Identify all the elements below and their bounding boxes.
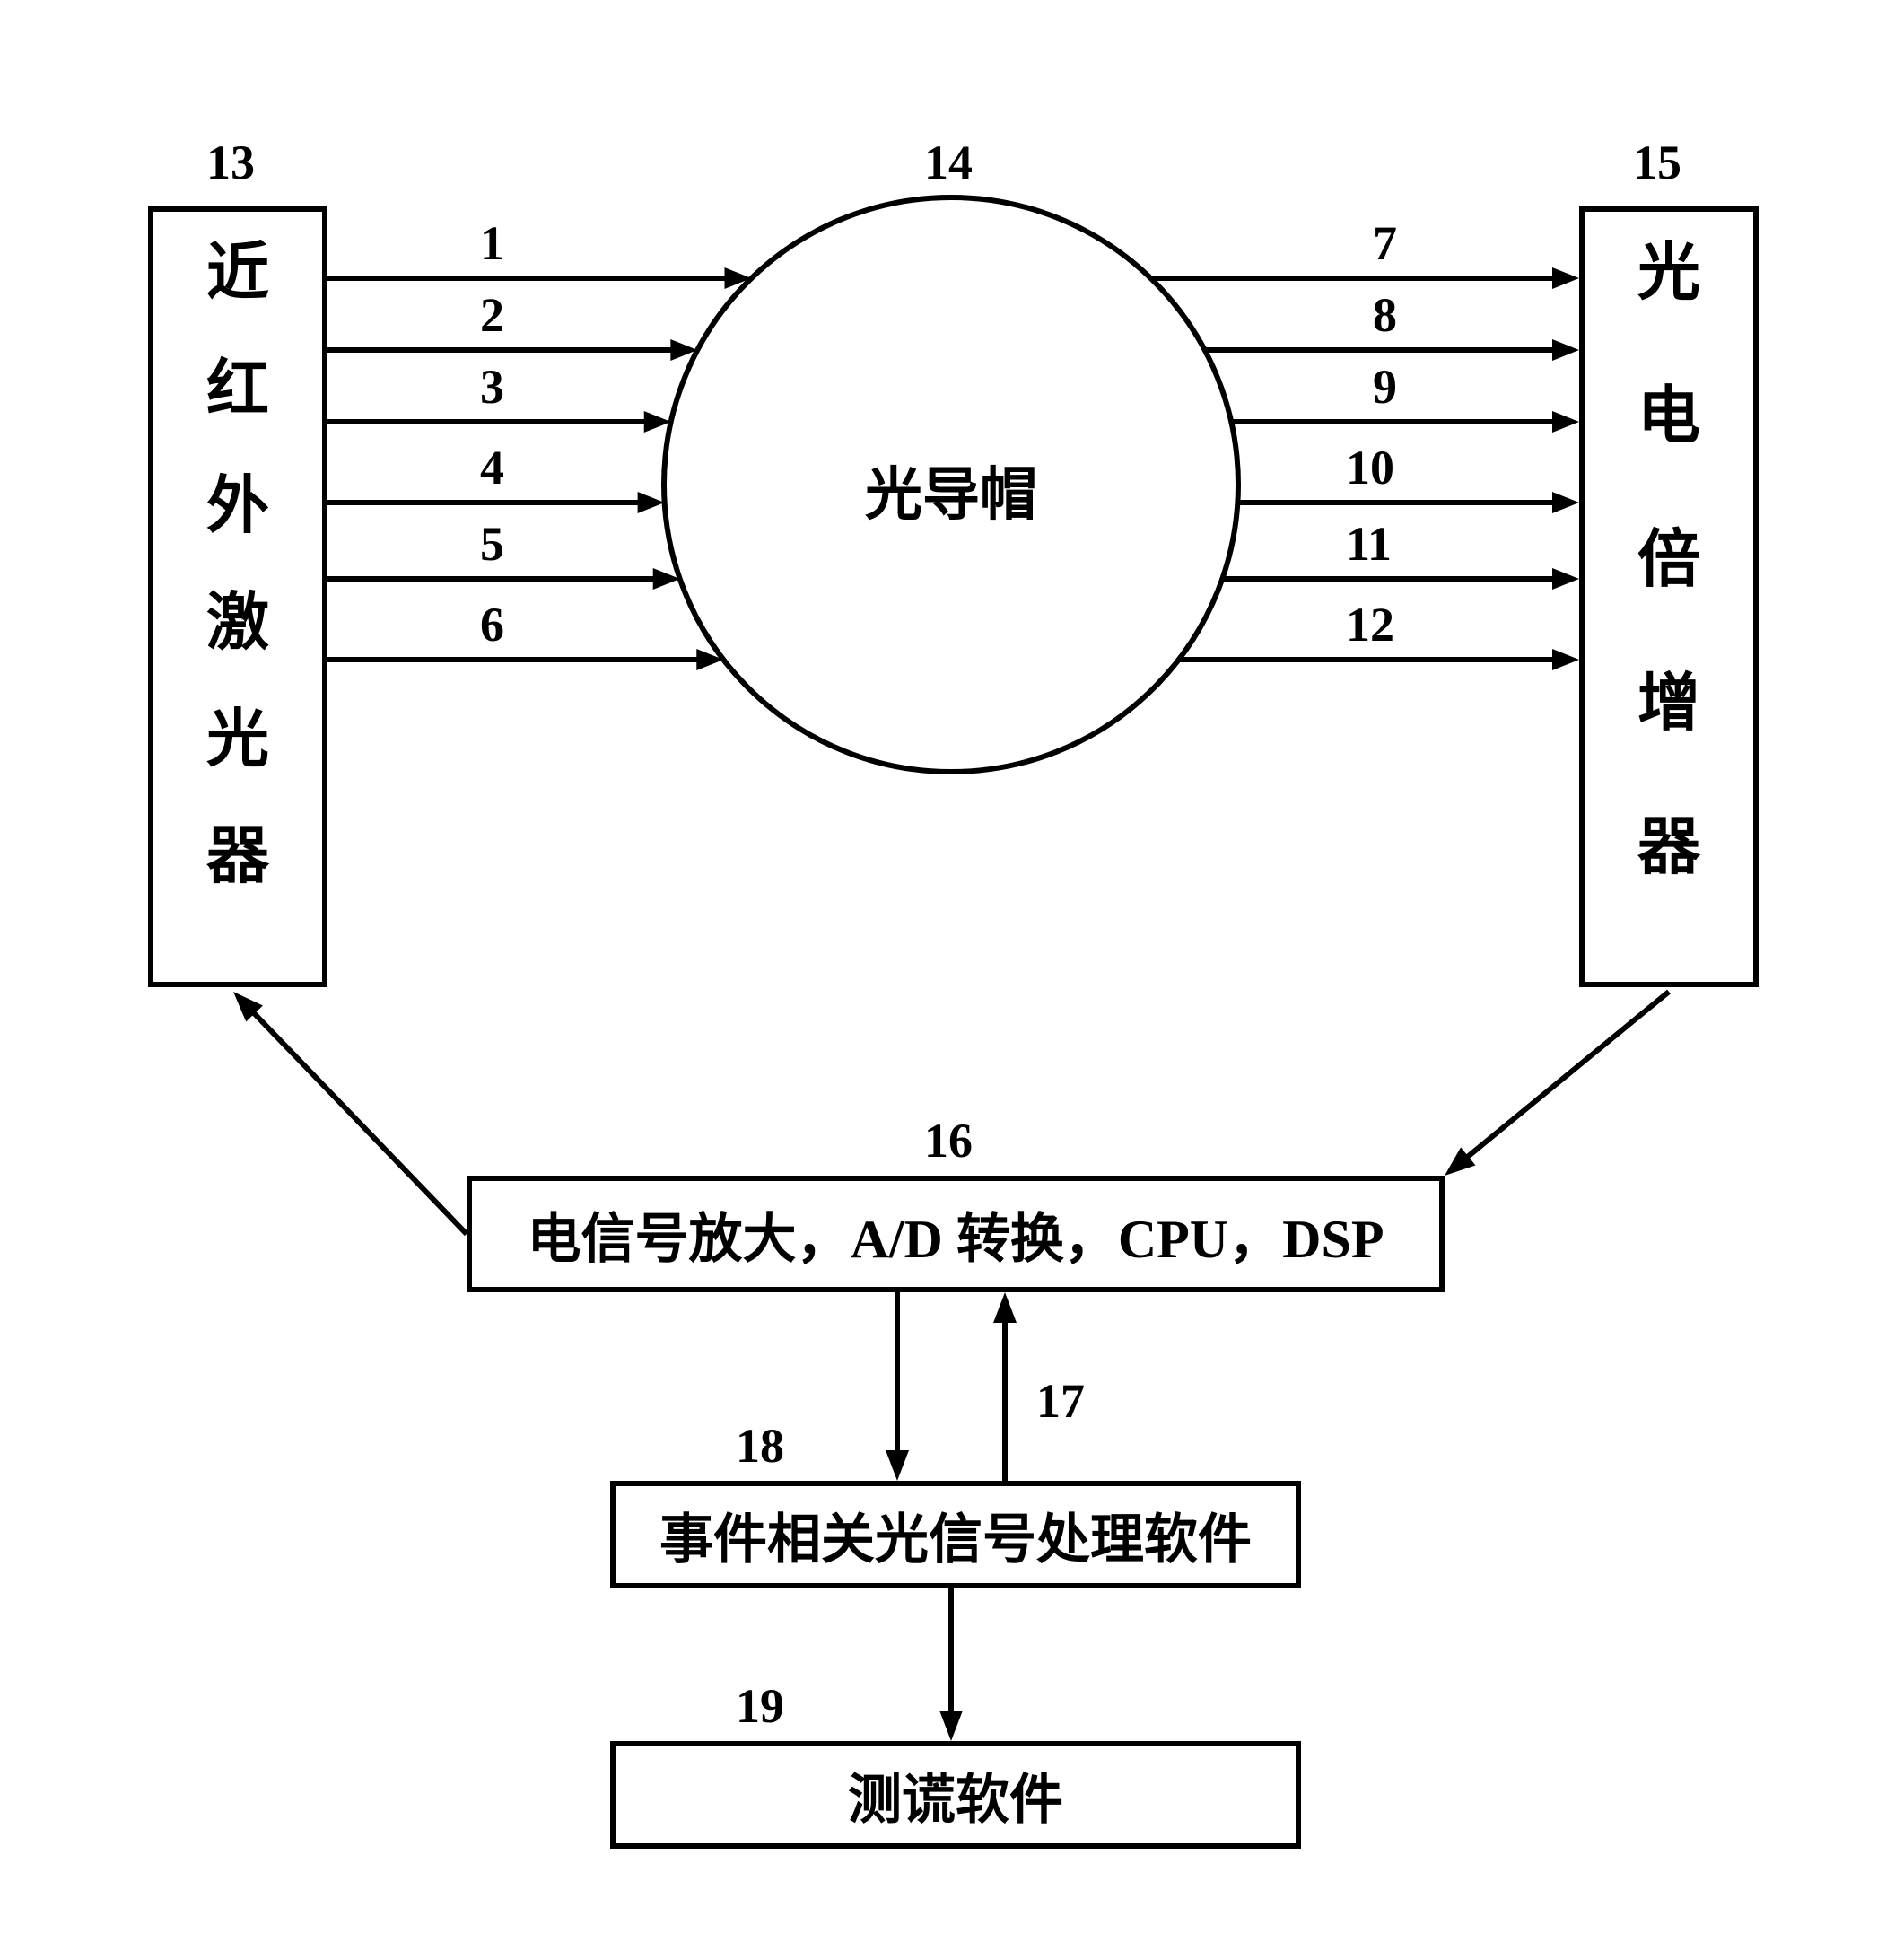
box-16-signal-processing: 电信号放大，A/D 转换，CPU，DSP — [467, 1176, 1445, 1292]
box-16-text: 电信号放大，A/D 转换，CPU，DSP — [528, 1195, 1384, 1273]
label-13: 13 — [206, 135, 255, 190]
label-14: 14 — [924, 135, 973, 190]
arrow-num-7: 7 — [1373, 215, 1397, 271]
arrow-num-8: 8 — [1373, 287, 1397, 343]
box-13-vertical-text: 近红外激光器 — [148, 242, 327, 942]
arrow-num-12: 12 — [1346, 597, 1394, 652]
label-15: 15 — [1633, 135, 1681, 190]
arrow-num-9: 9 — [1373, 359, 1397, 415]
arrow-num-5: 5 — [480, 516, 504, 572]
arrow-num-11: 11 — [1346, 516, 1392, 572]
arrow-num-10: 10 — [1346, 440, 1394, 495]
box-18-text: 事件相关光信号处理软件 — [659, 1496, 1252, 1574]
arrow-num-4: 4 — [480, 440, 504, 495]
label-18: 18 — [736, 1418, 784, 1474]
box-19-text: 测谎软件 — [848, 1756, 1063, 1834]
box-18-eros-software: 事件相关光信号处理软件 — [610, 1481, 1301, 1588]
label-19: 19 — [736, 1678, 784, 1734]
diagram-stage: 电信号放大，A/D 转换，CPU，DSP 事件相关光信号处理软件 测谎软件 近红… — [0, 0, 1895, 1960]
arrow-num-1: 1 — [480, 215, 504, 271]
arrow-num-2: 2 — [480, 287, 504, 343]
label-16: 16 — [924, 1113, 973, 1168]
arrow-num-3: 3 — [480, 359, 504, 415]
label-17: 17 — [1036, 1373, 1085, 1429]
arrow-num-6: 6 — [480, 597, 504, 652]
box-15-vertical-text: 光电倍增器 — [1579, 242, 1759, 960]
box-19-lie-detection-software: 测谎软件 — [610, 1741, 1301, 1849]
circle-14-text: 光导帽 — [843, 449, 1059, 531]
